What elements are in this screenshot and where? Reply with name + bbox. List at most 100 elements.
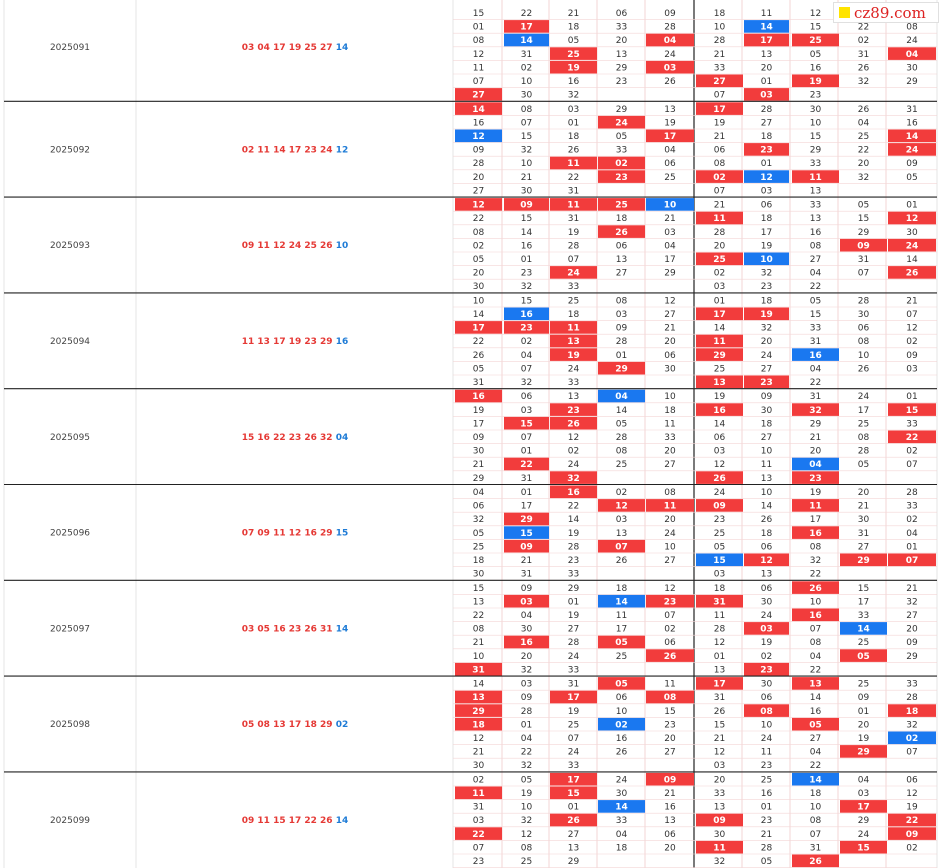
right-hit-cell [792, 772, 839, 786]
right-number-cell: 28 [906, 693, 918, 703]
right-number-cell: 18 [761, 419, 773, 429]
left-number-cell: 30 [521, 625, 533, 635]
left-hit-cell [550, 198, 597, 211]
left-hit-cell [550, 47, 597, 60]
right-number-cell: 28 [714, 625, 726, 635]
left-number-cell: 11 [664, 680, 675, 690]
right-number-cell: 10 [761, 447, 773, 457]
left-number-cell: 11 [664, 419, 675, 429]
right-hit-cell [792, 74, 839, 88]
left-number-cell: 08 [616, 447, 628, 457]
right-number-cell: 14 [714, 324, 726, 334]
left-number-cell: 17 [521, 502, 532, 512]
blue-ball: 04 [336, 433, 349, 443]
left-number-cell: 02 [521, 337, 532, 347]
left-number-cell: 13 [568, 843, 579, 853]
left-hit-cell [646, 129, 694, 143]
blue-ball: 14 [336, 816, 349, 826]
right-number-cell: 08 [810, 241, 822, 251]
left-number-cell: 23 [521, 269, 532, 279]
left-number-cell: 03 [521, 406, 532, 416]
right-number-cell: 04 [858, 775, 870, 785]
left-number-cell: 32 [473, 515, 484, 525]
left-number-cell: 07 [521, 433, 532, 443]
left-number-cell: 19 [567, 351, 580, 361]
right-number-cell: 33 [906, 502, 917, 512]
right-number-cell: 25 [858, 419, 869, 429]
left-number-cell: 04 [473, 488, 485, 498]
right-number-cell: 23 [760, 665, 773, 675]
left-number-cell: 08 [616, 296, 628, 306]
left-number-cell: 19 [521, 789, 533, 799]
right-number-cell: 29 [713, 351, 726, 361]
left-number-cell: 08 [521, 843, 533, 853]
right-hit-cell [696, 403, 743, 416]
left-number-cell: 33 [568, 282, 579, 292]
right-number-cell: 09 [906, 351, 918, 361]
left-number-cell: 11 [567, 159, 580, 169]
left-number-cell: 14 [472, 105, 485, 115]
left-number-cell: 31 [473, 803, 484, 813]
left-number-cell: 06 [616, 9, 628, 19]
right-number-cell: 17 [810, 515, 821, 525]
left-number-cell: 26 [664, 77, 676, 87]
left-number-cell: 15 [521, 132, 532, 142]
left-number-cell: 17 [567, 775, 580, 785]
right-hit-cell [792, 33, 839, 47]
right-number-cell: 17 [713, 680, 726, 690]
right-number-cell: 03 [760, 91, 773, 101]
right-number-cell: 01 [906, 392, 917, 402]
right-number-cell: 09 [906, 830, 919, 840]
left-number-cell: 01 [568, 803, 579, 813]
right-number-cell: 13 [761, 474, 772, 484]
left-hit-cell [504, 20, 549, 33]
right-number-cell: 05 [857, 652, 870, 662]
left-number-cell: 03 [473, 816, 484, 826]
right-number-cell: 19 [714, 118, 726, 128]
right-number-cell: 07 [858, 269, 869, 279]
right-number-cell: 25 [761, 775, 772, 785]
right-number-cell: 32 [858, 173, 869, 183]
right-number-cell: 30 [906, 228, 918, 238]
right-number-cell: 05 [761, 857, 772, 867]
right-number-cell: 26 [906, 269, 919, 279]
right-number-cell: 33 [906, 419, 917, 429]
left-number-cell: 27 [664, 460, 675, 470]
right-number-cell: 10 [810, 803, 822, 813]
right-number-cell: 14 [810, 693, 822, 703]
left-number-cell: 17 [520, 23, 533, 33]
left-number-cell: 32 [521, 761, 532, 771]
left-number-cell: 06 [664, 638, 676, 648]
right-number-cell: 13 [761, 50, 772, 60]
right-number-cell: 24 [714, 488, 726, 498]
left-number-cell: 15 [521, 296, 532, 306]
right-hit-cell [696, 813, 743, 827]
right-hit-cell [792, 471, 839, 484]
right-hit-cell [888, 731, 936, 745]
red-balls: 11 13 17 19 23 29 [242, 337, 336, 347]
right-number-cell: 12 [714, 460, 725, 470]
right-number-cell: 11 [714, 611, 725, 621]
right-number-cell: 25 [714, 529, 725, 539]
left-number-cell: 11 [567, 324, 580, 334]
right-hit-cell [696, 74, 743, 88]
right-number-cell: 14 [760, 23, 773, 33]
right-number-cell: 31 [714, 693, 725, 703]
right-number-cell: 04 [810, 364, 822, 374]
right-hit-cell [696, 553, 743, 567]
left-hit-cell [646, 33, 694, 47]
right-number-cell: 21 [714, 132, 725, 142]
period-number: 2025092 [50, 145, 90, 155]
right-hit-cell [792, 348, 839, 361]
right-number-cell: 21 [906, 296, 917, 306]
left-number-cell: 07 [521, 118, 532, 128]
right-number-cell: 26 [809, 857, 822, 867]
left-number-cell: 20 [664, 515, 676, 525]
left-number-cell: 13 [664, 816, 675, 826]
right-number-cell: 29 [857, 748, 870, 758]
site-logo[interactable]: cz89.com [833, 2, 939, 23]
right-number-cell: 16 [809, 529, 822, 539]
right-number-cell: 31 [906, 105, 917, 115]
left-number-cell: 18 [616, 843, 628, 853]
left-hit-cell [598, 115, 645, 129]
